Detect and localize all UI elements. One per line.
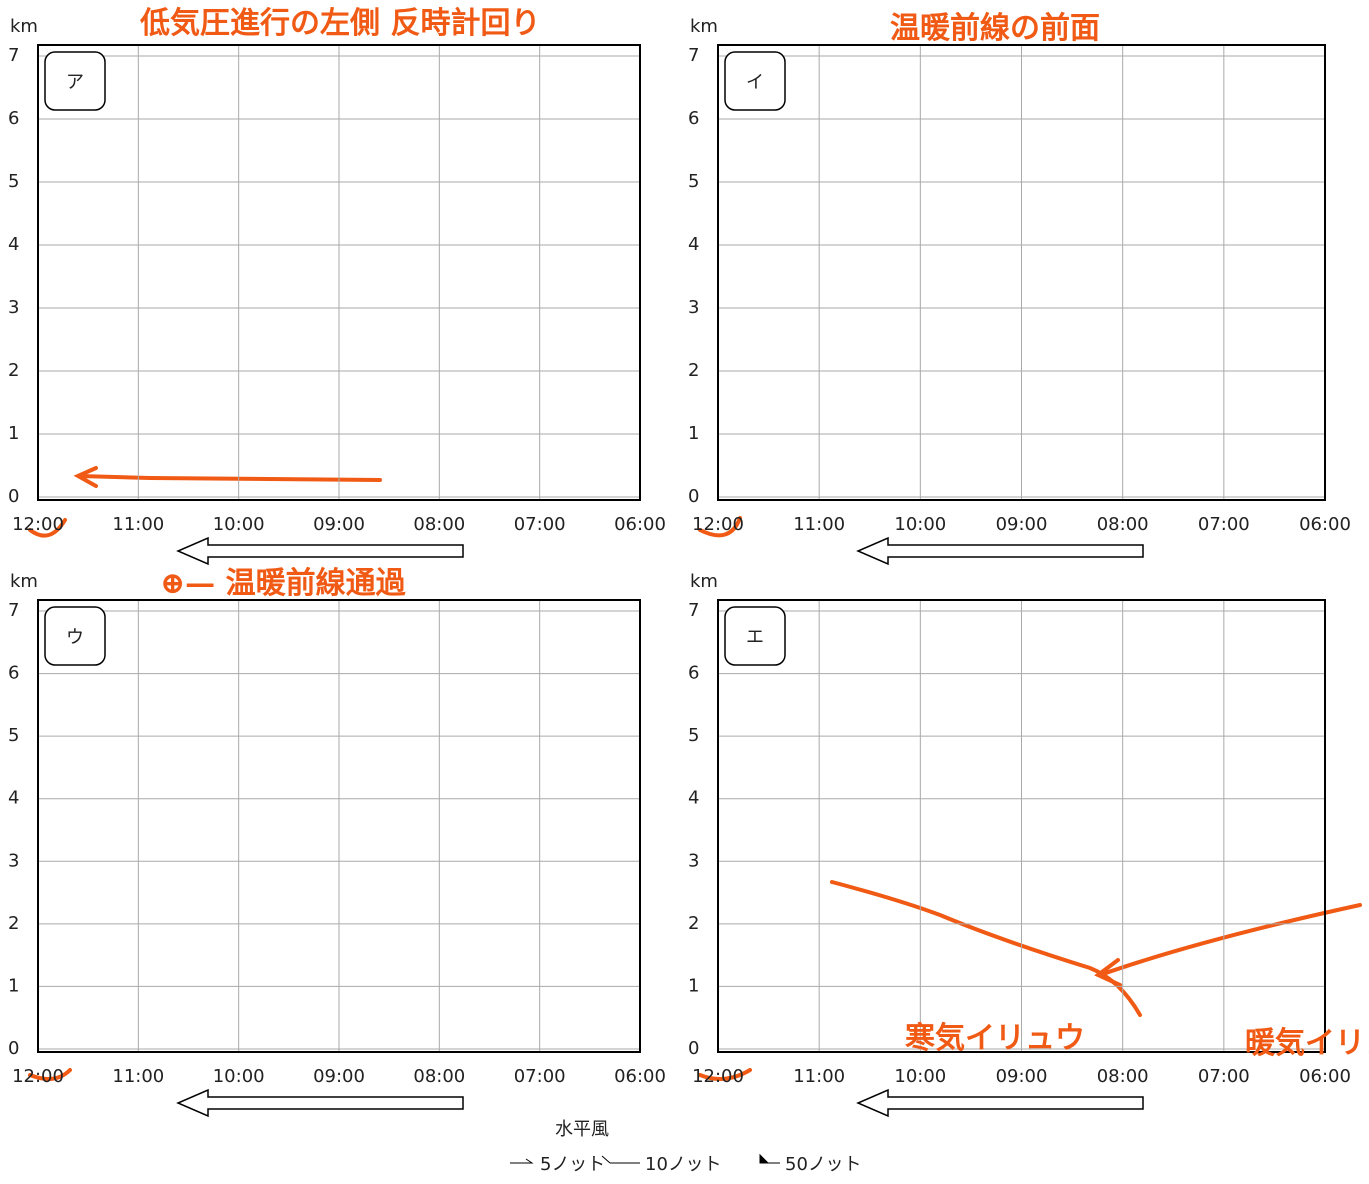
- y-tick-label: 3: [688, 850, 699, 871]
- x-tick-label: 10:00: [213, 514, 265, 535]
- y-tick-label: 0: [688, 1038, 699, 1059]
- time-arrow: [856, 1088, 1144, 1118]
- y-tick-label: 2: [8, 913, 19, 934]
- y-tick-label: 6: [8, 663, 19, 684]
- time-arrow: [176, 1088, 464, 1118]
- x-tick-label: 06:00: [1299, 1066, 1351, 1087]
- y-tick-label: 5: [688, 171, 699, 192]
- y-tick-label: 4: [8, 788, 19, 809]
- y-tick-label: 4: [688, 234, 699, 255]
- y-tick-label: 1: [8, 975, 19, 996]
- plot-frame: [717, 599, 1326, 1053]
- y-tick-label: 7: [688, 600, 699, 621]
- panel-label-box: [724, 51, 786, 111]
- panel-label: イ: [746, 72, 764, 93]
- legend: 5ノット 10ノット 50ノット: [510, 1153, 862, 1175]
- x-tick-label: 11:00: [112, 1066, 164, 1087]
- y-tick-label: 5: [8, 725, 19, 746]
- time-arrow: [856, 536, 1144, 566]
- y-tick-label: 2: [8, 360, 19, 381]
- x-tick-label: 11:00: [793, 1066, 845, 1087]
- x-tick-label: 07:00: [1198, 1066, 1250, 1087]
- legend-label: 10ノット: [645, 1154, 722, 1175]
- annotation: 寒気イリュウ: [905, 1021, 1085, 1056]
- x-tick-label: 10:00: [894, 1066, 946, 1087]
- y-tick-label: 0: [8, 1038, 19, 1059]
- legend-label: 5ノット: [540, 1154, 605, 1175]
- handwriting: [28, 466, 1362, 1081]
- x-tick-label: 06:00: [614, 514, 666, 535]
- y-axis-label: km: [10, 16, 38, 37]
- y-tick-label: 4: [8, 234, 19, 255]
- y-tick-label: 2: [688, 360, 699, 381]
- legend-icon: [601, 1155, 640, 1164]
- y-tick-label: 3: [688, 297, 699, 318]
- x-tick-label: 06:00: [614, 1066, 666, 1087]
- x-tick-label: 07:00: [514, 1066, 566, 1087]
- panel-label: ア: [66, 72, 84, 93]
- y-tick-label: 7: [688, 45, 699, 66]
- x-tick-label: 11:00: [112, 514, 164, 535]
- y-tick-label: 0: [8, 486, 19, 507]
- y-tick-label: 1: [8, 423, 19, 444]
- x-tick-label: 08:00: [413, 1066, 465, 1087]
- x-tick-label: 12:00: [692, 514, 744, 535]
- x-tick-label: 10:00: [213, 1066, 265, 1087]
- x-tick-label: 07:00: [514, 514, 566, 535]
- y-tick-label: 6: [8, 108, 19, 129]
- panel-label-box: [44, 606, 106, 666]
- x-tick-label: 08:00: [413, 514, 465, 535]
- legend-label: 50ノット: [785, 1154, 862, 1175]
- annotation: 暖気イリュ: [1245, 1026, 1369, 1061]
- y-tick-label: 5: [688, 725, 699, 746]
- annotation: 温暖前線の前面: [890, 11, 1100, 46]
- y-tick-label: 5: [8, 171, 19, 192]
- caption: 水平風: [555, 1119, 609, 1140]
- legend-icon: [510, 1158, 534, 1164]
- y-tick-label: 7: [8, 600, 19, 621]
- x-tick-label: 12:00: [12, 1066, 64, 1087]
- plot-frame: [37, 599, 641, 1053]
- y-tick-label: 7: [8, 45, 19, 66]
- x-tick-label: 09:00: [313, 514, 365, 535]
- annotation: 低気圧進行の左側 反時計回り: [139, 6, 540, 41]
- x-tick-label: 11:00: [793, 514, 845, 535]
- plot-frame: [717, 44, 1326, 501]
- time-arrow: [176, 536, 464, 566]
- y-axis-label: km: [690, 16, 718, 37]
- y-axis-label: km: [690, 571, 718, 592]
- panel-label: エ: [746, 627, 764, 648]
- legend-icon: [759, 1153, 780, 1164]
- y-tick-label: 1: [688, 975, 699, 996]
- x-tick-label: 06:00: [1299, 514, 1351, 535]
- y-tick-label: 3: [8, 850, 19, 871]
- x-tick-label: 08:00: [1097, 1066, 1149, 1087]
- panel-label-box: [724, 606, 786, 666]
- x-tick-label: 12:00: [12, 514, 64, 535]
- panel-label-box: [44, 51, 106, 111]
- x-tick-label: 08:00: [1097, 514, 1149, 535]
- x-tick-label: 09:00: [313, 1066, 365, 1087]
- panel-label: ウ: [66, 627, 84, 648]
- y-tick-label: 6: [688, 663, 699, 684]
- x-tick-label: 07:00: [1198, 514, 1250, 535]
- annotation: ⊕— 温暖前線通過: [160, 566, 407, 601]
- plot-frame: [37, 44, 641, 501]
- x-tick-label: 10:00: [894, 514, 946, 535]
- y-tick-label: 2: [688, 913, 699, 934]
- x-tick-label: 09:00: [996, 1066, 1048, 1087]
- y-tick-label: 0: [688, 486, 699, 507]
- y-tick-label: 4: [688, 788, 699, 809]
- y-tick-label: 1: [688, 423, 699, 444]
- y-tick-label: 6: [688, 108, 699, 129]
- y-axis-label: km: [10, 571, 38, 592]
- y-tick-label: 3: [8, 297, 19, 318]
- x-tick-label: 12:00: [692, 1066, 744, 1087]
- x-tick-label: 09:00: [996, 514, 1048, 535]
